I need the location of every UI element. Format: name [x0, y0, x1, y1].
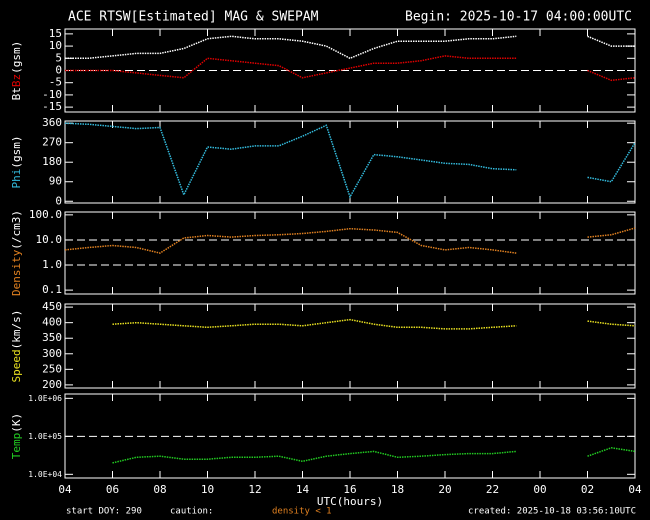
- y-unit: (K): [10, 413, 23, 433]
- x-axis-label: UTC(hours): [317, 495, 383, 508]
- y-tick-label: 250: [42, 362, 62, 375]
- x-tick-label: 10: [201, 483, 214, 496]
- x-tick-label: 04: [58, 483, 72, 496]
- x-tick-label: 22: [486, 483, 499, 496]
- x-tick-label: 16: [343, 483, 356, 496]
- y-tick-label: 1.0E+06: [28, 394, 62, 403]
- x-tick-label: 02: [581, 483, 594, 496]
- y-unit: (/cm3): [10, 210, 23, 250]
- y-tick-label: 1.0: [42, 258, 62, 271]
- y-tick-label: 300: [42, 347, 62, 360]
- y-tick-label: 1.0E+04: [28, 470, 62, 479]
- x-tick-label: 06: [106, 483, 119, 496]
- y-tick-label: 10: [49, 39, 62, 52]
- series-name: Density: [10, 249, 23, 296]
- x-tick-label: 08: [153, 483, 166, 496]
- series-name: Temp: [10, 433, 23, 460]
- y-tick-label: 180: [42, 155, 62, 168]
- series-name: Speed: [10, 349, 23, 382]
- y-axis-label: Speed(km/s): [10, 310, 23, 383]
- x-tick-label: 12: [248, 483, 261, 496]
- y-tick-label: 90: [49, 175, 62, 188]
- y-axis-label: Temp(K): [10, 413, 23, 459]
- series-line: [65, 55, 636, 82]
- x-tick-label: 04: [628, 483, 642, 496]
- start-doy: start DOY: 290: [66, 507, 142, 517]
- series-line: [65, 35, 635, 60]
- series-name: Bt: [10, 87, 23, 100]
- series-line: [112, 318, 636, 330]
- y-tick-label: -5: [49, 76, 62, 89]
- y-unit: (km/s): [10, 310, 23, 350]
- y-tick-label: 1.0E+05: [28, 432, 62, 441]
- caution: caution:: [170, 507, 213, 517]
- y-tick-label: 5: [55, 51, 62, 64]
- y-tick-label: 350: [42, 331, 62, 344]
- y-tick-label: 0: [55, 64, 62, 77]
- y-unit: (gsm): [10, 136, 23, 169]
- y-tick-label: 100.0: [29, 208, 62, 221]
- y-axis-label: Phi(gsm): [10, 136, 23, 189]
- x-tick-label: 20: [438, 483, 451, 496]
- plot-frame: [64, 120, 636, 204]
- y-tick-label: 450: [42, 300, 62, 313]
- y-tick-label: 200: [42, 378, 62, 391]
- series-line: [64, 227, 636, 254]
- y-tick-label: -15: [42, 100, 62, 113]
- plot-frame: [64, 211, 636, 295]
- density-note: density < 1: [272, 507, 332, 517]
- begin-time: Begin: 2025-10-17 04:00:00UTC: [405, 10, 632, 25]
- y-tick-label: 0.1: [42, 283, 62, 296]
- x-tick-label: 18: [391, 483, 404, 496]
- y-tick-label: -10: [42, 88, 62, 101]
- series-name: Bz: [10, 74, 23, 87]
- y-tick-label: 270: [42, 136, 62, 149]
- series-line: [112, 447, 636, 464]
- y-tick-label: 360: [42, 116, 62, 129]
- y-axis-label: BtBz(gsm): [10, 41, 23, 101]
- y-unit: (gsm): [10, 41, 23, 74]
- x-tick-label: 00: [533, 483, 546, 496]
- created-time: created: 2025-10-18 03:56:10UTC: [468, 507, 636, 517]
- y-tick-label: 10.0: [36, 233, 63, 246]
- chart-title: ACE RTSW[Estimated] MAG & SWEPAM: [68, 10, 319, 25]
- y-axis-label: Density(/cm3): [10, 210, 23, 296]
- x-tick-label: 14: [296, 483, 310, 496]
- y-tick-label: 400: [42, 316, 62, 329]
- series-name: Phi: [10, 169, 23, 189]
- y-tick-label: 0: [55, 194, 62, 207]
- series-line: [64, 122, 636, 199]
- plot-frame: [64, 303, 636, 389]
- y-tick-label: 15: [49, 27, 62, 40]
